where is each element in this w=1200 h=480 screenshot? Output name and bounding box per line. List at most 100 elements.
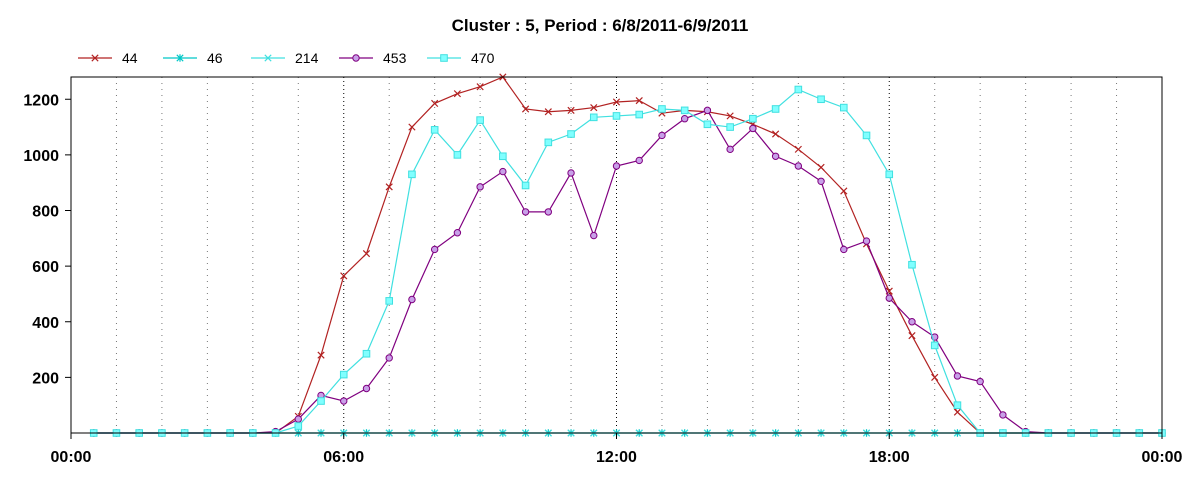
data-point (658, 105, 666, 113)
data-point (385, 183, 393, 191)
data-point (476, 116, 484, 124)
data-point (294, 422, 303, 430)
data-point (953, 408, 962, 416)
x-tick-label: 18:00 (869, 449, 910, 466)
data-point (953, 372, 962, 380)
data-point (771, 105, 780, 113)
grid-lines (115, 77, 1118, 433)
data-point (567, 169, 575, 177)
data-point (544, 108, 552, 116)
data-point (771, 130, 780, 138)
x-tick-label: 00:00 (51, 449, 92, 466)
data-point (931, 373, 939, 381)
data-point (680, 106, 689, 115)
legend-entry-470: 470 (427, 50, 495, 66)
data-point (362, 349, 371, 358)
data-point (908, 260, 916, 269)
x-tick-label: 00:00 (1142, 449, 1183, 466)
data-point (635, 110, 644, 119)
data-point (999, 411, 1007, 419)
data-point (408, 170, 416, 179)
y-tick-label: 1000 (23, 148, 59, 165)
data-point (794, 145, 802, 153)
legend-marker (91, 54, 99, 62)
y-tick-label: 400 (32, 315, 59, 332)
data-point (703, 120, 712, 129)
axis-tick-labels: 200 400 600 800 1000 1200 00:00 06:00 12:00 18:00… (23, 92, 1182, 466)
data-point (567, 106, 575, 114)
data-point (930, 341, 939, 350)
data-point (362, 249, 371, 258)
y-tick-label: 1200 (23, 92, 59, 109)
data-point (726, 112, 734, 120)
data-point (726, 145, 734, 154)
y-tick-label: 200 (32, 370, 59, 387)
data-point (771, 152, 780, 160)
data-point (385, 354, 393, 362)
data-point (339, 370, 348, 379)
data-point (362, 384, 371, 393)
data-point (976, 377, 984, 386)
legend: 44 46 214 453 470 (78, 50, 495, 66)
data-point (862, 237, 871, 245)
data-point (294, 415, 302, 423)
data-point (499, 152, 507, 161)
data-point (317, 397, 325, 405)
data-point (476, 83, 484, 91)
data-point (521, 181, 530, 190)
data-point (908, 332, 916, 340)
legend-marker (352, 54, 360, 62)
data-point (680, 115, 689, 123)
data-point (453, 229, 462, 237)
data-point (794, 85, 803, 94)
data-point (590, 231, 598, 240)
data-point (317, 351, 325, 359)
x-tick-label: 06:00 (323, 449, 364, 466)
data-point (408, 123, 416, 131)
legend-label: 44 (122, 50, 138, 66)
data-point (817, 163, 825, 172)
data-point (612, 112, 621, 120)
data-point (635, 156, 643, 165)
data-point (590, 103, 598, 112)
data-point (521, 105, 530, 113)
data-point (862, 131, 871, 140)
data-point (544, 138, 553, 147)
data-point (885, 170, 894, 179)
series-453 (90, 106, 1166, 437)
data-point (499, 167, 507, 176)
data-point (839, 103, 848, 112)
legend-marker (176, 54, 184, 62)
data-point (430, 126, 439, 134)
y-tick-label: 800 (32, 204, 59, 221)
data-point (885, 294, 893, 302)
data-point (430, 245, 439, 254)
legend-entry-453: 453 (339, 50, 407, 66)
data-point (408, 295, 416, 304)
data-point (908, 318, 916, 326)
data-point (453, 151, 462, 159)
data-point (589, 113, 598, 122)
data-point (840, 245, 848, 254)
data-point (476, 183, 484, 191)
legend-marker (264, 54, 272, 62)
data-point (453, 90, 462, 98)
data-point (567, 130, 575, 138)
series-44 (90, 73, 1166, 437)
data-point (612, 98, 621, 106)
series-470 (89, 85, 1166, 437)
data-point (385, 297, 394, 305)
series-layer (89, 73, 1166, 437)
legend-entry-44: 44 (78, 50, 138, 66)
data-point (840, 187, 848, 195)
data-point (749, 114, 757, 123)
data-point (431, 99, 439, 108)
legend-marker (440, 54, 448, 62)
data-point (817, 177, 825, 185)
legend-entry-46: 46 (163, 50, 223, 66)
data-point (817, 95, 825, 104)
data-point (340, 397, 348, 405)
x-tick-label: 12:00 (596, 449, 637, 466)
series-line (93, 76, 1162, 434)
